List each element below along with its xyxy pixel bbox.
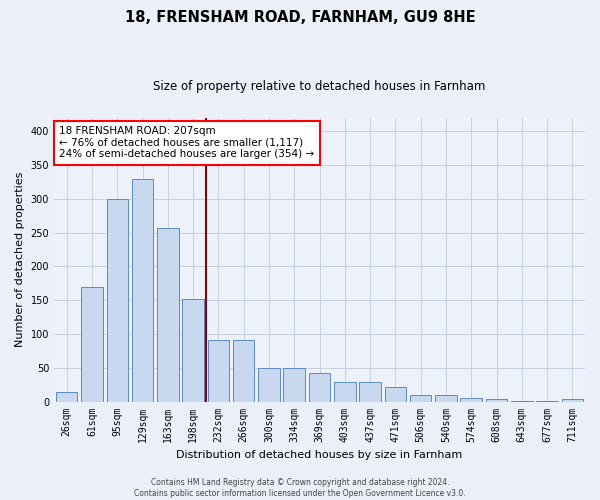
Bar [208, 340, 229, 402]
Bar [536, 401, 558, 402]
Bar [435, 396, 457, 402]
Bar [81, 286, 103, 402]
Bar [233, 340, 254, 402]
Bar [410, 395, 431, 402]
Bar [107, 199, 128, 402]
Bar [157, 228, 179, 402]
X-axis label: Distribution of detached houses by size in Farnham: Distribution of detached houses by size … [176, 450, 463, 460]
Bar [460, 398, 482, 402]
Bar [511, 401, 533, 402]
Text: 18, FRENSHAM ROAD, FARNHAM, GU9 8HE: 18, FRENSHAM ROAD, FARNHAM, GU9 8HE [125, 10, 475, 25]
Bar [182, 299, 204, 402]
Bar [132, 178, 153, 402]
Bar [258, 368, 280, 402]
Bar [309, 372, 330, 402]
Title: Size of property relative to detached houses in Farnham: Size of property relative to detached ho… [154, 80, 486, 93]
Bar [486, 399, 507, 402]
Bar [562, 399, 583, 402]
Bar [283, 368, 305, 402]
Y-axis label: Number of detached properties: Number of detached properties [15, 172, 25, 348]
Bar [56, 392, 77, 402]
Text: Contains HM Land Registry data © Crown copyright and database right 2024.
Contai: Contains HM Land Registry data © Crown c… [134, 478, 466, 498]
Bar [334, 382, 356, 402]
Bar [385, 386, 406, 402]
Text: 18 FRENSHAM ROAD: 207sqm
← 76% of detached houses are smaller (1,117)
24% of sem: 18 FRENSHAM ROAD: 207sqm ← 76% of detach… [59, 126, 314, 160]
Bar [359, 382, 381, 402]
